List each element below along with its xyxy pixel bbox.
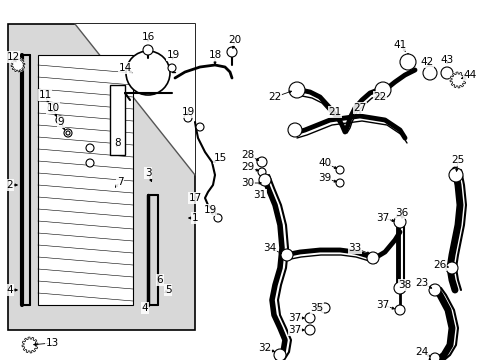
Text: 40: 40	[318, 158, 331, 168]
Circle shape	[56, 116, 64, 124]
Text: 21: 21	[328, 107, 341, 117]
Text: 42: 42	[420, 57, 433, 67]
Text: 6: 6	[156, 275, 163, 285]
Text: 37: 37	[376, 300, 389, 310]
Text: 36: 36	[395, 208, 408, 218]
Text: 3: 3	[144, 168, 151, 178]
Text: 23: 23	[414, 278, 428, 288]
Circle shape	[287, 123, 302, 137]
Circle shape	[281, 249, 292, 261]
Text: 5: 5	[164, 285, 171, 295]
Circle shape	[66, 131, 70, 135]
Text: 41: 41	[392, 40, 406, 50]
Circle shape	[142, 45, 153, 55]
Text: 4: 4	[142, 303, 148, 313]
Text: 39: 39	[318, 173, 331, 183]
Text: 12: 12	[6, 52, 20, 62]
Text: 11: 11	[38, 90, 52, 100]
Circle shape	[335, 179, 343, 187]
Text: 28: 28	[241, 150, 254, 160]
Text: 37: 37	[376, 213, 389, 223]
Circle shape	[183, 114, 192, 122]
Circle shape	[273, 349, 285, 360]
Text: 19: 19	[166, 50, 179, 60]
Polygon shape	[22, 337, 38, 353]
Text: 10: 10	[46, 103, 60, 113]
Circle shape	[86, 144, 94, 152]
Circle shape	[335, 166, 343, 174]
Text: 24: 24	[414, 347, 428, 357]
Circle shape	[393, 216, 405, 228]
Text: 19: 19	[203, 205, 216, 215]
Circle shape	[196, 123, 203, 131]
Circle shape	[394, 305, 404, 315]
Circle shape	[393, 282, 405, 294]
Circle shape	[126, 51, 170, 95]
Polygon shape	[8, 24, 195, 330]
Circle shape	[226, 47, 237, 57]
Polygon shape	[449, 72, 465, 88]
Text: 14: 14	[118, 63, 131, 73]
Circle shape	[399, 54, 415, 70]
Text: 7: 7	[117, 177, 123, 187]
Text: 34: 34	[263, 243, 276, 253]
Circle shape	[422, 66, 436, 80]
Text: 33: 33	[347, 243, 361, 253]
Circle shape	[64, 129, 72, 137]
Text: 25: 25	[450, 155, 464, 165]
Text: 16: 16	[141, 32, 154, 42]
Text: 22: 22	[373, 92, 386, 102]
Circle shape	[428, 284, 440, 296]
Text: 4: 4	[7, 285, 13, 295]
Circle shape	[257, 157, 266, 167]
Text: 32: 32	[258, 343, 271, 353]
Text: 20: 20	[228, 35, 241, 45]
Circle shape	[86, 159, 94, 167]
Circle shape	[374, 82, 390, 98]
Circle shape	[366, 252, 378, 264]
Text: 19: 19	[181, 107, 194, 117]
Circle shape	[319, 303, 329, 313]
Circle shape	[214, 214, 222, 222]
Circle shape	[305, 313, 314, 323]
Polygon shape	[75, 24, 195, 175]
Circle shape	[429, 353, 439, 360]
Text: 37: 37	[288, 325, 301, 335]
Text: 26: 26	[432, 260, 446, 270]
Circle shape	[168, 64, 176, 72]
Bar	[38, 55, 133, 305]
Circle shape	[258, 168, 265, 176]
Circle shape	[259, 174, 270, 186]
Text: 31: 31	[253, 190, 266, 200]
Circle shape	[288, 82, 305, 98]
Text: 13: 13	[45, 338, 59, 348]
Text: 44: 44	[463, 70, 476, 80]
Circle shape	[48, 104, 56, 112]
Circle shape	[448, 168, 462, 182]
Text: 29: 29	[241, 162, 254, 172]
Text: 35: 35	[310, 303, 323, 313]
Text: 37: 37	[288, 313, 301, 323]
Circle shape	[445, 262, 457, 274]
Bar	[110, 85, 125, 155]
Text: 17: 17	[188, 193, 201, 203]
Text: 1: 1	[191, 213, 198, 223]
Text: 2: 2	[7, 180, 13, 190]
Circle shape	[440, 67, 452, 79]
Text: 38: 38	[398, 280, 411, 290]
Text: 27: 27	[353, 103, 366, 113]
Text: 9: 9	[58, 117, 64, 127]
Text: 8: 8	[115, 138, 121, 148]
Text: 15: 15	[213, 153, 226, 163]
Text: 30: 30	[241, 178, 254, 188]
Polygon shape	[11, 58, 25, 72]
Text: 22: 22	[268, 92, 281, 102]
Text: 18: 18	[208, 50, 221, 60]
Text: 43: 43	[440, 55, 453, 65]
Circle shape	[305, 325, 314, 335]
